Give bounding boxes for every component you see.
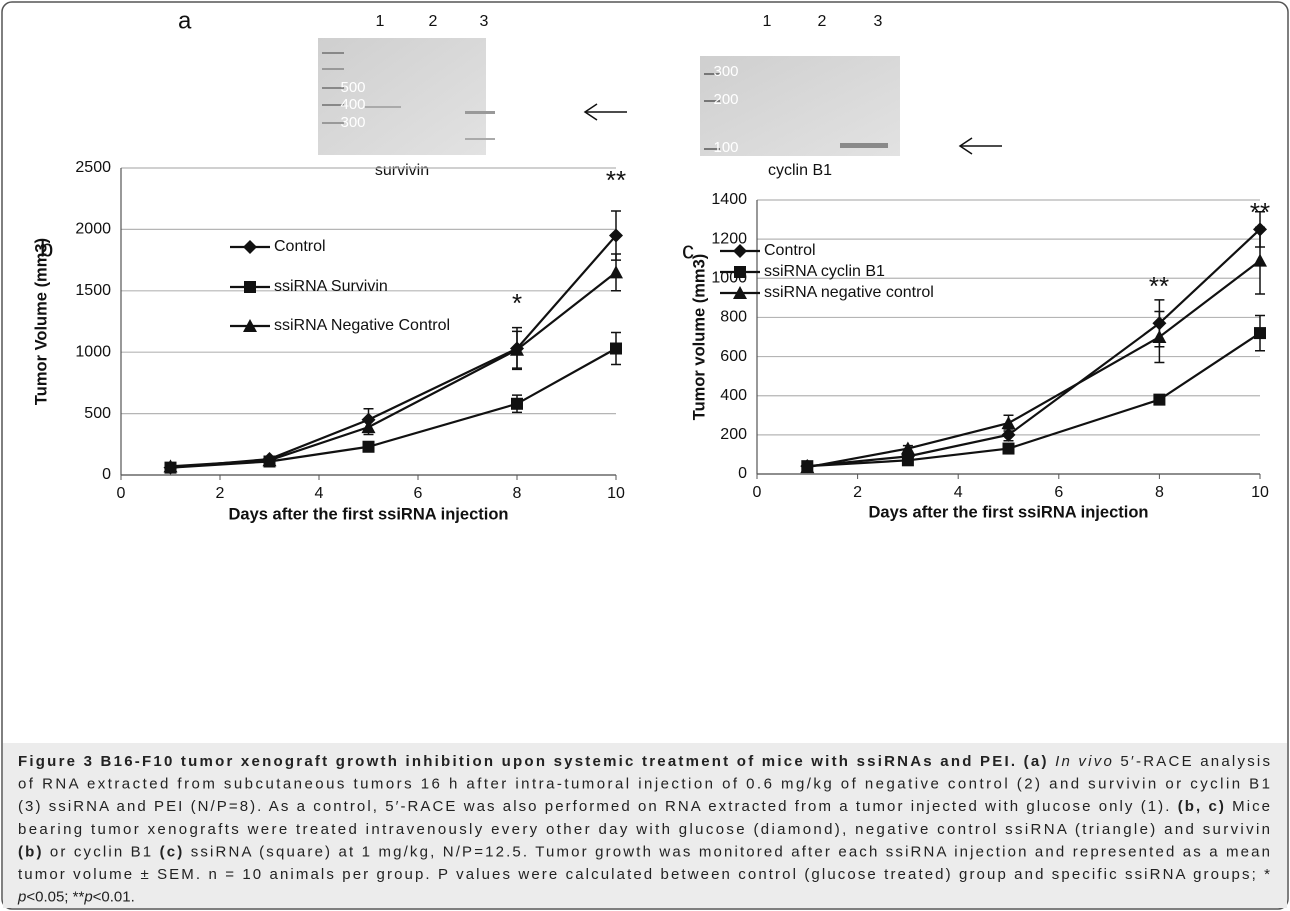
x-tick-label: 0 xyxy=(117,485,126,502)
caption-text: of RNA extracted from subcutaneous tumor… xyxy=(18,776,1270,793)
marker xyxy=(1153,394,1165,406)
caption-text: p xyxy=(17,889,26,906)
legend-label: ssiRNA negative control xyxy=(764,284,934,301)
x-tick-label: 8 xyxy=(1155,484,1164,501)
legend-label: ssiRNA cyclin B1 xyxy=(764,263,885,280)
lane-label: 1 xyxy=(763,13,772,30)
x-tick-label: 0 xyxy=(753,484,762,501)
y-tick-label: 0 xyxy=(102,466,111,483)
x-tick-label: 2 xyxy=(853,484,862,501)
legend-label: ssiRNA Survivin xyxy=(274,278,388,295)
ladder-label: 200 xyxy=(713,91,738,108)
caption-text: p xyxy=(83,889,92,906)
ladder-band xyxy=(322,52,344,54)
caption-text: <0.01. xyxy=(93,889,135,906)
caption-text: Mice xyxy=(1226,798,1270,815)
panel-label: b xyxy=(40,235,53,262)
caption-line: (3) ssiRNA and PEI (N/P=8). As a control… xyxy=(18,798,1270,815)
caption-line: (b) or cyclin B1 (c) ssiRNA (square) at … xyxy=(18,843,1270,860)
caption-line: p<0.05; **p<0.01. xyxy=(17,889,135,906)
legend-label: Control xyxy=(274,238,326,255)
annotation: ** xyxy=(1250,197,1270,227)
gel-band xyxy=(465,138,495,140)
x-tick-label: 10 xyxy=(607,485,625,502)
y-tick-label: 0 xyxy=(738,465,747,482)
gel-band xyxy=(840,143,888,148)
lane-label: 3 xyxy=(874,13,883,30)
y-tick-label: 500 xyxy=(84,405,111,422)
annotation: ** xyxy=(1149,271,1169,301)
legend-marker xyxy=(244,281,256,293)
x-axis-title: Days after the first ssiRNA injection xyxy=(229,505,509,523)
y-tick-label: 2000 xyxy=(75,221,111,238)
figure: a 123500400300survivin123300200100cyclin… xyxy=(0,0,1290,911)
y-tick-label: 800 xyxy=(720,309,747,326)
y-tick-label: 400 xyxy=(720,387,747,404)
caption-text: (b) xyxy=(18,843,41,860)
panel-label: c xyxy=(682,237,694,264)
x-tick-label: 8 xyxy=(513,485,522,502)
y-axis-title: Tumor volume (mm3) xyxy=(690,254,708,421)
caption-text: (a) xyxy=(1024,753,1047,770)
y-tick-label: 1400 xyxy=(711,191,747,208)
y-tick-label: 2500 xyxy=(75,159,111,176)
legend-label: ssiRNA Negative Control xyxy=(274,317,450,334)
y-tick-label: 200 xyxy=(720,426,747,443)
caption-text xyxy=(1049,753,1053,770)
marker xyxy=(363,441,375,453)
caption-line: Figure 3 B16-F10 tumor xenograft growth … xyxy=(18,753,1270,770)
ladder-label: 400 xyxy=(340,96,365,113)
caption-text: In vivo xyxy=(1055,753,1112,770)
marker xyxy=(610,343,622,355)
y-axis-title: Tumor Volume (mm3) xyxy=(32,238,50,405)
caption-text: tumor volume ± SEM. n = 10 animals per g… xyxy=(18,866,1270,883)
lane-label: 3 xyxy=(480,13,489,30)
lane-label: 1 xyxy=(376,13,385,30)
y-tick-label: 1000 xyxy=(75,343,111,360)
marker xyxy=(511,398,523,410)
x-tick-label: 2 xyxy=(216,485,225,502)
caption-line: of RNA extracted from subcutaneous tumor… xyxy=(18,776,1270,793)
caption-text: (c) xyxy=(160,843,183,860)
ladder-label: 500 xyxy=(340,79,365,96)
annotation: * xyxy=(512,288,522,318)
panel-label: a xyxy=(178,7,192,34)
legend-marker xyxy=(734,266,746,278)
y-tick-label: 1200 xyxy=(711,230,747,247)
lane-label: 2 xyxy=(429,13,438,30)
lane-label: 2 xyxy=(818,13,827,30)
annotation: ** xyxy=(606,165,626,195)
gel-band xyxy=(365,106,401,108)
caption-text: <0.05; ** xyxy=(26,889,84,906)
ladder-band xyxy=(322,68,344,70)
caption-text xyxy=(1017,753,1021,770)
gel-band xyxy=(465,111,495,114)
x-tick-label: 6 xyxy=(1054,484,1063,501)
x-tick-label: 4 xyxy=(315,485,324,502)
x-tick-label: 4 xyxy=(954,484,963,501)
caption-line: tumor volume ± SEM. n = 10 animals per g… xyxy=(18,866,1270,883)
caption-text: or cyclin B1 xyxy=(44,843,158,860)
ladder-label: 100 xyxy=(713,139,738,156)
x-axis-title: Days after the first ssiRNA injection xyxy=(869,503,1149,521)
y-tick-label: 1500 xyxy=(75,282,111,299)
ladder-label: 300 xyxy=(713,63,738,80)
gel-caption: survivin xyxy=(375,162,429,179)
x-tick-label: 6 xyxy=(414,485,423,502)
gel-caption: cyclin B1 xyxy=(768,162,832,179)
y-tick-label: 600 xyxy=(720,348,747,365)
marker xyxy=(902,454,914,466)
legend-label: Control xyxy=(764,242,816,259)
x-tick-label: 10 xyxy=(1251,484,1269,501)
ladder-label: 300 xyxy=(340,114,365,131)
marker xyxy=(1003,443,1015,455)
marker xyxy=(1254,327,1266,339)
